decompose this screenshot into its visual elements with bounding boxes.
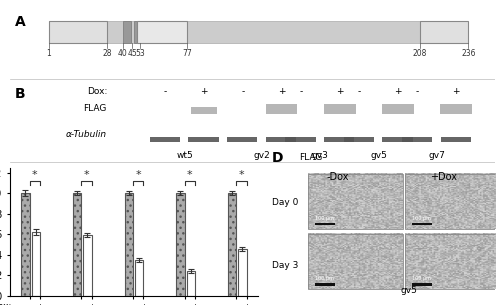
FancyBboxPatch shape <box>228 137 258 142</box>
Bar <box>22 193 30 296</box>
FancyBboxPatch shape <box>123 20 131 43</box>
Bar <box>135 260 143 296</box>
FancyBboxPatch shape <box>137 20 187 43</box>
Text: 45: 45 <box>128 49 137 58</box>
Text: α-Tubulin: α-Tubulin <box>66 131 107 139</box>
FancyBboxPatch shape <box>49 20 107 43</box>
Text: *: * <box>187 170 192 180</box>
Text: A: A <box>15 15 26 29</box>
Text: 77: 77 <box>182 49 192 58</box>
FancyBboxPatch shape <box>382 137 412 142</box>
Text: *: * <box>238 170 244 180</box>
Bar <box>405 234 500 289</box>
Text: -Dox: -Dox <box>326 172 348 182</box>
Text: 53: 53 <box>135 49 145 58</box>
Bar <box>405 174 500 229</box>
FancyBboxPatch shape <box>344 137 374 142</box>
FancyBboxPatch shape <box>266 105 298 114</box>
Bar <box>84 235 92 296</box>
Text: +: + <box>336 87 344 96</box>
Text: 100 µm: 100 µm <box>316 276 334 281</box>
Text: FLAG: FLAG <box>299 153 322 162</box>
Text: FLAG: FLAG <box>84 104 107 113</box>
FancyBboxPatch shape <box>440 137 471 142</box>
Bar <box>176 193 184 296</box>
Text: *: * <box>32 170 38 180</box>
FancyBboxPatch shape <box>286 137 316 142</box>
Text: 100 µm: 100 µm <box>316 216 334 221</box>
Bar <box>412 223 432 225</box>
Bar <box>124 193 133 296</box>
FancyBboxPatch shape <box>188 137 218 142</box>
Text: *: * <box>84 170 89 180</box>
Bar <box>308 174 402 229</box>
Text: gv5: gv5 <box>370 151 387 160</box>
Text: Day 3: Day 3 <box>272 260 298 270</box>
FancyBboxPatch shape <box>440 105 472 114</box>
FancyBboxPatch shape <box>420 20 469 43</box>
Bar <box>186 271 195 296</box>
Text: gv7: gv7 <box>428 151 445 160</box>
Text: +: + <box>278 87 285 96</box>
Bar <box>314 223 335 225</box>
Text: 40: 40 <box>118 49 128 58</box>
Text: wt5: wt5 <box>176 151 193 160</box>
FancyBboxPatch shape <box>134 20 141 43</box>
Bar <box>308 234 402 289</box>
FancyBboxPatch shape <box>49 20 466 43</box>
FancyBboxPatch shape <box>324 137 354 142</box>
Text: gv3: gv3 <box>312 151 329 160</box>
Text: +Dox: +Dox <box>430 172 456 182</box>
Text: B: B <box>15 87 26 101</box>
Text: 100 µm: 100 µm <box>412 276 431 281</box>
Bar <box>314 283 335 285</box>
Text: 236: 236 <box>461 49 475 58</box>
FancyBboxPatch shape <box>382 105 414 114</box>
Text: +: + <box>394 87 402 96</box>
Text: +: + <box>200 87 208 96</box>
Bar <box>238 249 246 296</box>
FancyBboxPatch shape <box>324 105 356 114</box>
Text: -: - <box>416 87 419 96</box>
FancyBboxPatch shape <box>266 137 296 142</box>
Text: -: - <box>358 87 361 96</box>
FancyBboxPatch shape <box>402 137 432 142</box>
Text: gv2: gv2 <box>254 151 270 160</box>
Text: Dox:: Dox: <box>86 87 107 96</box>
Text: -: - <box>164 87 167 96</box>
Bar <box>32 232 40 296</box>
Text: 1: 1 <box>46 49 51 58</box>
Text: -: - <box>300 87 302 96</box>
Text: -: - <box>241 87 244 96</box>
Text: Day 0: Day 0 <box>272 198 298 207</box>
Text: gv5: gv5 <box>401 285 418 295</box>
Text: 208: 208 <box>412 49 427 58</box>
Text: D: D <box>272 151 283 165</box>
Text: *: * <box>135 170 141 180</box>
Text: 100 µm: 100 µm <box>412 216 431 221</box>
Bar <box>228 193 236 296</box>
FancyBboxPatch shape <box>150 137 180 142</box>
Text: Dox:: Dox: <box>0 302 11 305</box>
Bar <box>73 193 81 296</box>
Text: 28: 28 <box>102 49 112 58</box>
Text: +: + <box>452 87 460 96</box>
Bar <box>412 283 432 285</box>
FancyBboxPatch shape <box>190 107 218 114</box>
